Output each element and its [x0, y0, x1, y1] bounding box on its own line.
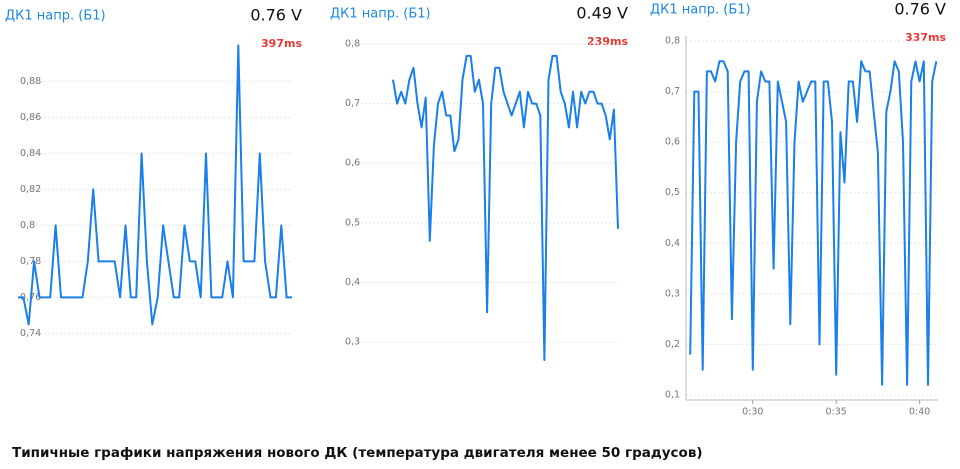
data-line	[18, 44, 292, 326]
y-tick-label: 0,86	[20, 112, 41, 123]
y-tick-label: 0,8	[20, 220, 35, 231]
caption: Типичные графики напряжения нового ДК (т…	[12, 445, 703, 461]
y-tick-label: 0,4	[665, 238, 680, 249]
y-tick-label: 0,74	[20, 328, 41, 339]
y-tick-label: 0,6	[345, 158, 360, 169]
y-tick-label: 0,8	[665, 36, 680, 47]
y-tick-label: 0,8	[345, 38, 360, 49]
y-tick-label: 0,7	[345, 98, 360, 109]
y-tick-label: 0,5	[665, 187, 680, 198]
y-tick-label: 0,6	[665, 137, 680, 148]
latency: 239ms	[587, 35, 628, 48]
y-tick-label: 0,78	[20, 256, 41, 267]
y-tick-label: 0,84	[20, 148, 41, 159]
chart-title: ДК1 напр. (Б1)	[330, 7, 431, 22]
y-tick-label: 0,4	[345, 277, 360, 288]
x-tick-label: 0:35	[826, 407, 847, 418]
y-tick-label: 0,1	[665, 389, 680, 400]
current-reading: 0.49 V	[576, 4, 628, 23]
y-tick-label: 0,5	[345, 217, 360, 228]
y-tick-label: 0,3	[665, 288, 680, 299]
y-tick-label: 0,2	[665, 339, 680, 350]
x-tick-label: 0:40	[909, 407, 930, 418]
latency: 337ms	[905, 31, 946, 44]
current-reading: 0.76 V	[894, 0, 946, 19]
latency: 397ms	[261, 37, 302, 50]
y-tick-label: 0,3	[345, 337, 360, 348]
y-tick-label: 0,88	[20, 76, 41, 87]
data-line	[689, 60, 938, 386]
y-tick-label: 0,7	[665, 86, 680, 97]
chart-title: ДК1 напр. (Б1)	[5, 9, 106, 24]
current-reading: 0.76 V	[250, 6, 302, 25]
data-line	[392, 54, 619, 361]
y-tick-label: 0,82	[20, 184, 41, 195]
x-tick-label: 0:30	[742, 407, 763, 418]
chart-title: ДК1 напр. (Б1)	[650, 3, 751, 18]
